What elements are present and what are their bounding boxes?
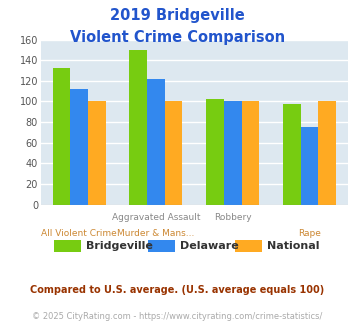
Bar [70,89,88,205]
Text: Violent Crime Comparison: Violent Crime Comparison [70,30,285,45]
Text: All Violent Crime: All Violent Crime [41,229,117,238]
Text: Delaware: Delaware [180,241,239,251]
Bar [206,99,224,205]
Bar [301,127,318,205]
Text: Murder & Mans...: Murder & Mans... [117,229,195,238]
Text: Aggravated Assault: Aggravated Assault [112,213,200,222]
Bar [165,102,182,205]
Text: © 2025 CityRating.com - https://www.cityrating.com/crime-statistics/: © 2025 CityRating.com - https://www.city… [32,312,323,321]
Bar [147,79,165,205]
Text: Robbery: Robbery [214,213,252,222]
Bar [130,50,147,205]
Bar [283,104,301,205]
Text: 2019 Bridgeville: 2019 Bridgeville [110,8,245,23]
Bar [53,69,70,205]
Bar [88,102,106,205]
Text: Compared to U.S. average. (U.S. average equals 100): Compared to U.S. average. (U.S. average … [31,285,324,295]
Text: National: National [267,241,320,251]
Bar [318,102,336,205]
Bar [224,102,241,205]
Text: Bridgeville: Bridgeville [86,241,153,251]
Bar [241,102,259,205]
Text: Rape: Rape [298,229,321,238]
